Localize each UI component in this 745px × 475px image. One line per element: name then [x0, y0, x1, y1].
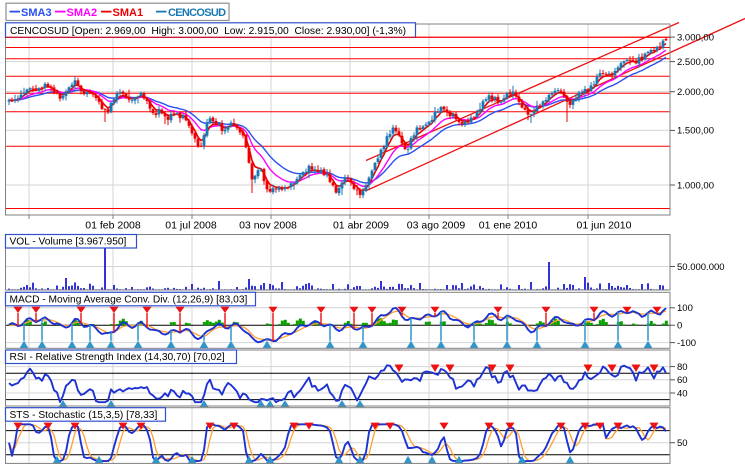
svg-text:03 ago 2009: 03 ago 2009	[407, 220, 466, 232]
svg-text:1.000,00: 1.000,00	[677, 180, 714, 191]
svg-text:01 ene 2010: 01 ene 2010	[479, 220, 538, 232]
svg-text:100: 100	[677, 303, 693, 314]
svg-text:50: 50	[677, 438, 688, 449]
svg-text:01 jun 2010: 01 jun 2010	[577, 220, 632, 232]
svg-text:SMA3: SMA3	[21, 7, 52, 19]
svg-text:01 abr 2009: 01 abr 2009	[333, 220, 389, 232]
svg-text:2.500,00: 2.500,00	[677, 57, 714, 68]
svg-text:STS - Stochastic (15,3,5) [78,: STS - Stochastic (15,3,5) [78,33]	[10, 410, 158, 421]
svg-text:MACD - Moving Average Conv. Di: MACD - Moving Average Conv. Div. (12,26,…	[10, 295, 248, 306]
svg-text:0: 0	[677, 321, 682, 332]
svg-text:60: 60	[677, 375, 688, 386]
svg-text:SMA2: SMA2	[67, 7, 98, 19]
svg-text:1.500,00: 1.500,00	[677, 126, 714, 137]
svg-text:CENCOSUD: CENCOSUD	[168, 7, 226, 19]
svg-text:2.000,00: 2.000,00	[677, 87, 714, 98]
svg-text:01 feb 2008: 01 feb 2008	[85, 220, 141, 232]
svg-text:80: 80	[677, 362, 688, 373]
svg-text:01 jul 2008: 01 jul 2008	[165, 220, 217, 232]
svg-text:CENCOSUD [Open: 2.969,00 High: CENCOSUD [Open: 2.969,00 High: 3.000,00 …	[10, 26, 406, 37]
svg-text:SMA1: SMA1	[113, 7, 144, 19]
svg-text:VOL - Volume [3.967.950]: VOL - Volume [3.967.950]	[10, 237, 127, 248]
svg-text:40: 40	[677, 388, 688, 399]
svg-text:3.000,00: 3.000,00	[677, 32, 714, 43]
svg-text:50.000.000: 50.000.000	[677, 262, 725, 273]
svg-text:-100: -100	[677, 338, 696, 349]
svg-text:03 nov 2008: 03 nov 2008	[239, 220, 297, 232]
svg-text:RSI - Relative Strength Index: RSI - Relative Strength Index (14,30,70)…	[10, 352, 225, 363]
